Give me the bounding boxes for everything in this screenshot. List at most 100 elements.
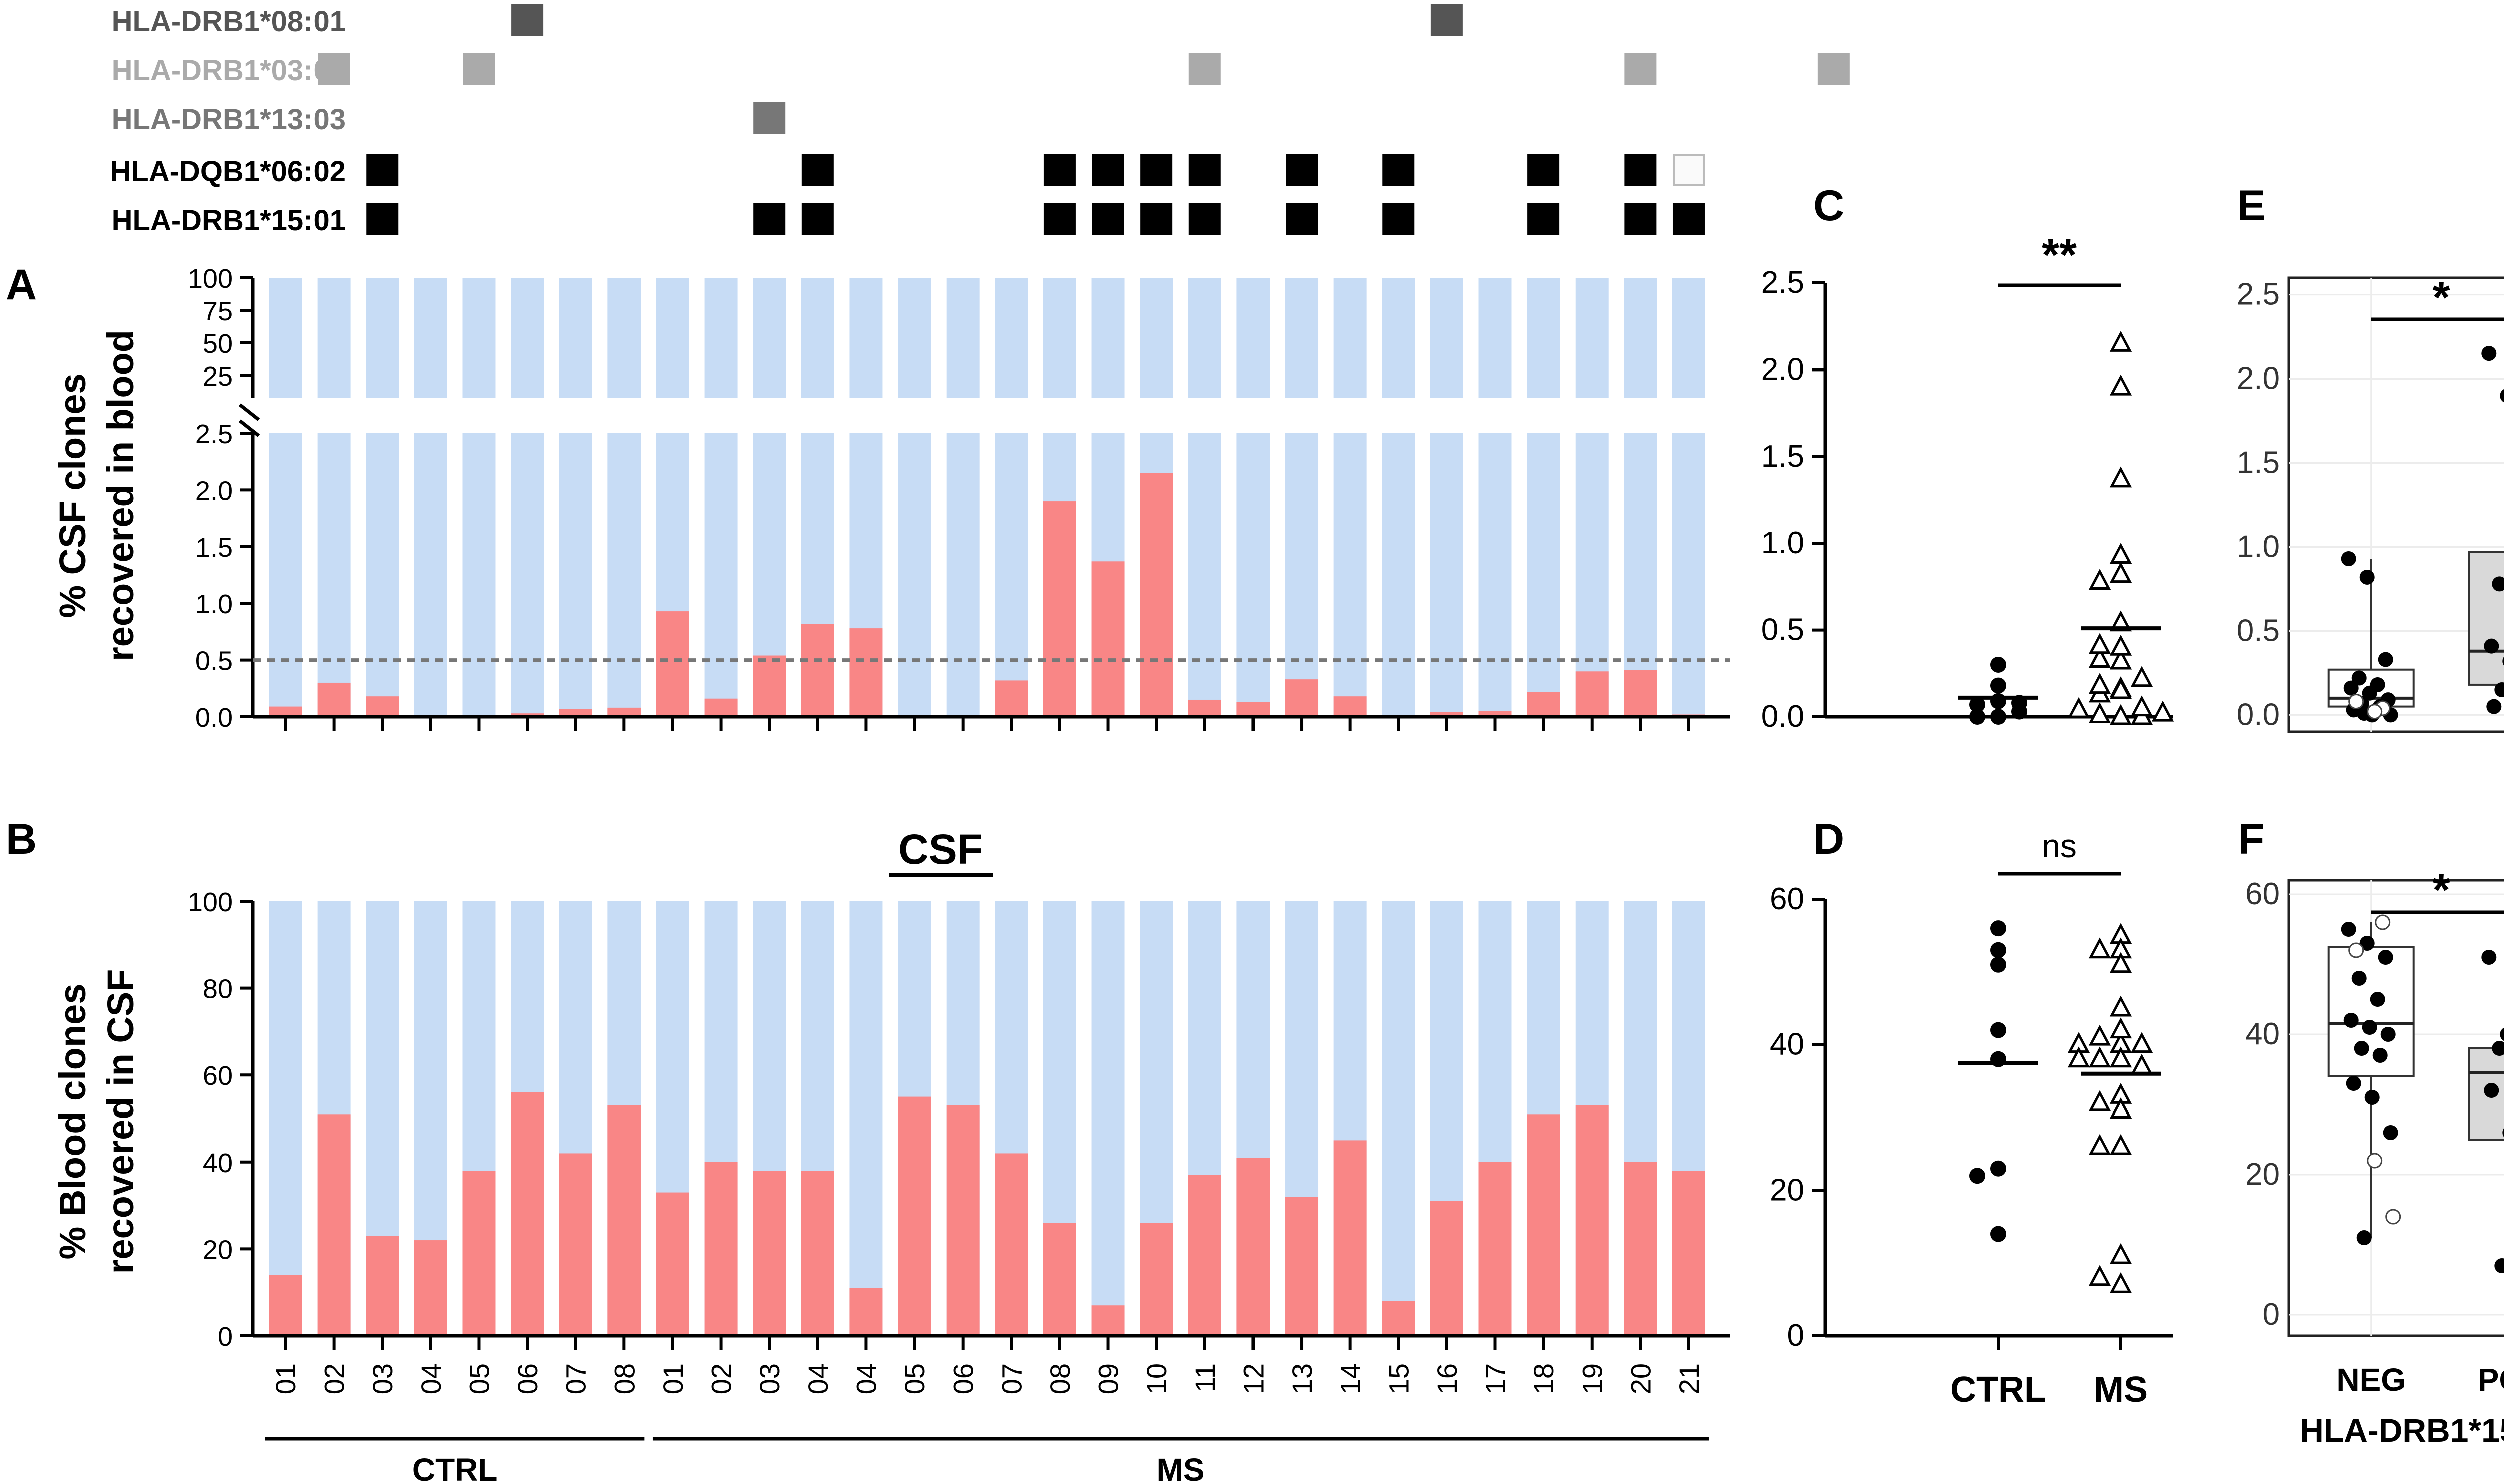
x-tick-label: 20 — [1625, 1363, 1656, 1394]
bar-background — [995, 433, 1028, 717]
data-point — [2067, 1046, 2090, 1068]
hla-marker — [1286, 154, 1318, 186]
data-point — [2130, 1032, 2153, 1053]
x-tick-label: 04 — [415, 1363, 447, 1394]
hla-marker — [1624, 203, 1657, 235]
data-point — [2494, 682, 2504, 698]
data-point — [2354, 1041, 2369, 1056]
data-point — [2494, 1258, 2504, 1273]
hla-marker — [1092, 203, 1124, 235]
bar — [898, 1096, 931, 1336]
y-tick-label: 50 — [203, 329, 233, 359]
axis-break-mark — [238, 419, 260, 437]
y-tick-label: 2.0 — [1761, 352, 1804, 387]
hla-marker — [1286, 203, 1318, 235]
y-tick-label: 1.5 — [195, 533, 233, 563]
bar-background-upper — [1091, 278, 1125, 398]
bar-background-upper — [849, 278, 883, 398]
bar — [1285, 1197, 1319, 1336]
bar-background — [704, 433, 738, 717]
hla-marker-open — [1672, 154, 1705, 186]
bar — [656, 611, 689, 717]
significance-label: * — [2432, 865, 2450, 915]
panel-label: B — [6, 815, 37, 863]
data-point — [1969, 709, 1985, 725]
y-axis-title: % CSF clones recovered in blood — [52, 330, 141, 661]
bar-background-upper — [1575, 278, 1609, 398]
x-tick-label: 12 — [1237, 1363, 1269, 1394]
bar-background-upper — [946, 278, 980, 398]
bar-background-upper — [1527, 278, 1560, 398]
bar — [801, 1171, 834, 1336]
data-point — [2109, 1097, 2132, 1119]
bar-background-upper — [414, 278, 447, 398]
x-tick-label: 18 — [1528, 1363, 1559, 1394]
x-tick-label: 01 — [657, 1363, 689, 1394]
bar — [366, 1236, 399, 1336]
hla-marker — [1624, 53, 1657, 85]
y-tick-label: 2.5 — [1761, 265, 1804, 300]
bar — [317, 682, 351, 717]
significance-label: * — [2432, 273, 2450, 323]
data-point — [2492, 1041, 2504, 1056]
panel-a-chart: A % CSF clones recovered in blood 100755025… — [6, 261, 1730, 733]
data-point — [2088, 1134, 2111, 1155]
bar-background-upper — [1478, 278, 1512, 398]
data-point — [2359, 569, 2375, 585]
bar — [1091, 561, 1125, 717]
data-point — [1990, 677, 2006, 694]
hla-marker — [1140, 154, 1173, 186]
hla-marker — [1140, 203, 1173, 235]
chart-title: CSF — [898, 826, 983, 873]
hla-marker — [1382, 154, 1415, 186]
hla-marker — [1527, 154, 1560, 186]
x-tick-label: 04 — [802, 1363, 834, 1394]
panel-label: F — [2238, 815, 2265, 863]
bar-background — [1285, 433, 1319, 717]
hla-allele-matrix: HLA-DRB1*08:01 HLA-DRB1*03:01 HLA-DRB1*13:… — [110, 4, 1850, 237]
x-tick-label: 13 — [1286, 1363, 1318, 1394]
box — [2468, 551, 2504, 686]
bar-background — [269, 433, 302, 717]
bar — [704, 698, 738, 717]
bar — [1043, 1223, 1076, 1336]
x-tick-label: 04 — [850, 1363, 882, 1394]
panel-label: C — [1813, 182, 1844, 230]
data-point — [2088, 673, 2111, 694]
bar — [462, 1171, 496, 1336]
bar — [1333, 696, 1367, 717]
data-point — [2362, 1020, 2377, 1035]
bar — [559, 709, 592, 717]
panel-label: D — [1813, 815, 1844, 863]
bar — [1430, 1201, 1463, 1336]
data-point — [1990, 1022, 2006, 1038]
hla-marker — [1188, 154, 1221, 186]
bar-background-upper — [1188, 278, 1221, 398]
bar-background — [1236, 433, 1270, 717]
bar — [1091, 1305, 1125, 1336]
data-point — [2380, 1027, 2396, 1042]
hla-marker — [1817, 53, 1850, 85]
y-tick-label: 60 — [1770, 882, 1804, 916]
data-point — [2109, 1243, 2132, 1264]
bar — [1188, 1175, 1221, 1336]
panel-f-chart: F 0 20 40 60 * NEG POS HLA-DRB1*15:01 — [2238, 815, 2504, 1449]
y-tick-label: 2.0 — [195, 476, 233, 506]
bar-background-upper — [366, 278, 399, 398]
hla-marker — [753, 102, 786, 134]
data-point-open — [2348, 942, 2364, 958]
x-tick-label: 05 — [899, 1363, 930, 1394]
bar — [656, 1192, 689, 1336]
data-point — [2067, 697, 2090, 718]
y-tick-label: 2.0 — [2237, 361, 2280, 396]
hla-marker — [801, 154, 834, 186]
bar — [414, 1240, 447, 1336]
bar — [1236, 1158, 1270, 1336]
bar — [1140, 1223, 1173, 1336]
bar — [1624, 1162, 1657, 1336]
data-point — [2109, 1017, 2132, 1039]
bar-background — [1382, 901, 1415, 1336]
hla-marker — [318, 53, 350, 85]
bar — [1382, 1301, 1415, 1336]
bar-background-upper — [607, 278, 641, 398]
